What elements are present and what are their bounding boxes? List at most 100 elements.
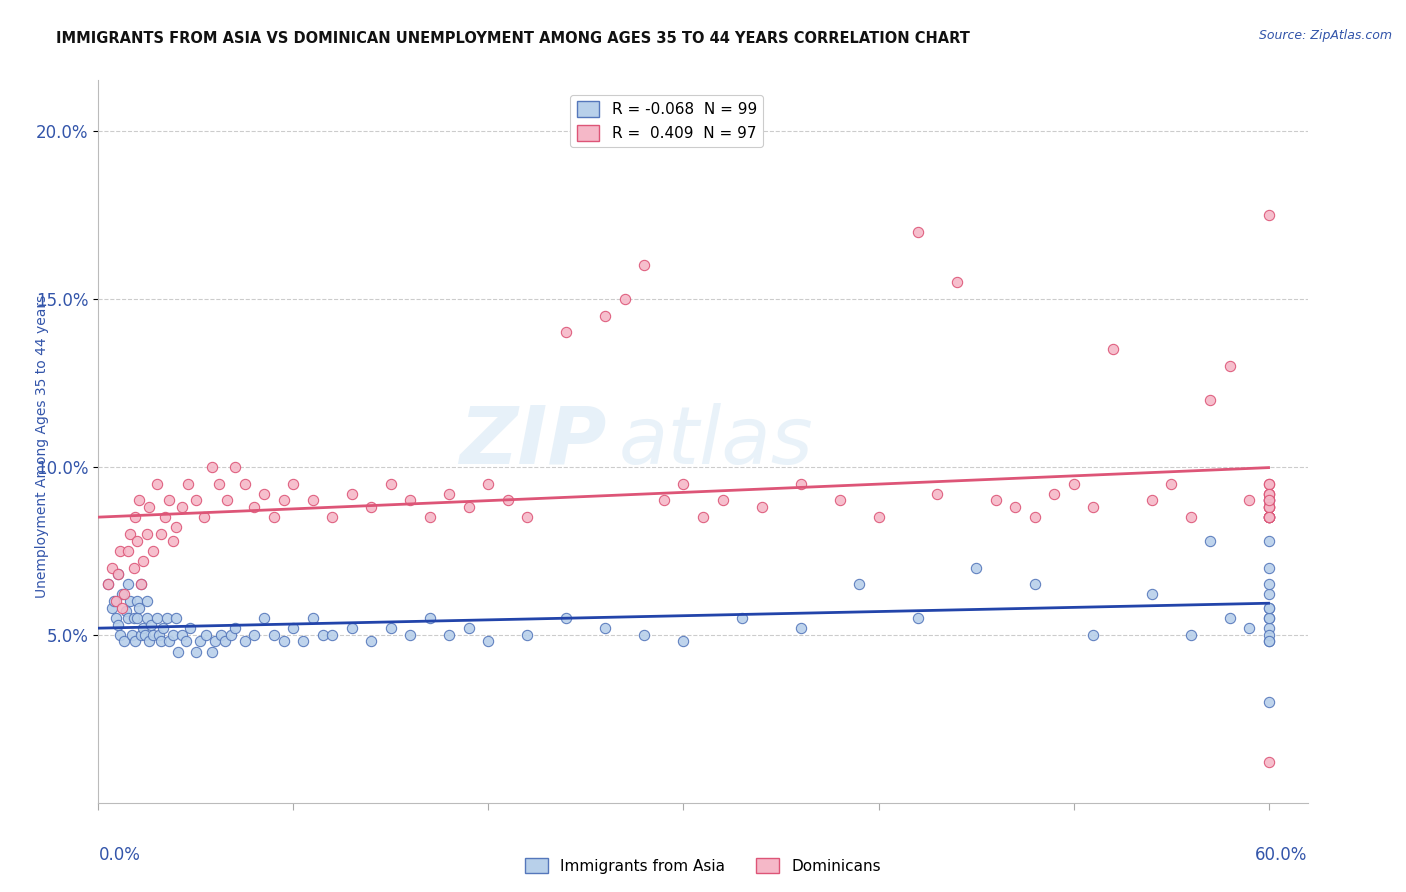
Point (162, 533, 184, 548)
Point (672, 476, 695, 491)
Point (321, 510, 343, 524)
Point (340, 621, 363, 635)
Point (146, 611, 169, 625)
Point (731, 611, 754, 625)
Point (1081, 500, 1104, 514)
Point (167, 644, 190, 658)
Point (122, 560, 145, 574)
Point (184, 644, 207, 658)
Point (633, 258, 655, 272)
Point (1237, 493, 1260, 508)
Point (1257, 476, 1279, 491)
Point (132, 554, 155, 568)
Point (194, 628, 217, 642)
Point (1257, 486, 1279, 500)
Point (142, 628, 165, 642)
Point (1140, 587, 1163, 601)
Point (172, 628, 194, 642)
Point (1257, 600, 1279, 615)
Point (165, 611, 187, 625)
Point (124, 510, 146, 524)
Point (595, 309, 617, 323)
Point (1257, 493, 1279, 508)
Point (138, 634, 160, 648)
Point (188, 634, 211, 648)
Point (789, 621, 811, 635)
Point (1257, 577, 1279, 591)
Legend: Immigrants from Asia, Dominicans: Immigrants from Asia, Dominicans (519, 852, 887, 880)
Point (711, 493, 734, 508)
Point (1257, 493, 1279, 508)
Point (1257, 510, 1279, 524)
Point (751, 500, 773, 514)
Point (243, 500, 266, 514)
Point (233, 634, 256, 648)
Point (124, 634, 146, 648)
Point (134, 628, 156, 642)
Point (117, 543, 139, 558)
Point (672, 634, 695, 648)
Point (214, 634, 236, 648)
Point (121, 628, 143, 642)
Point (439, 486, 461, 500)
Point (1257, 486, 1279, 500)
Point (340, 486, 363, 500)
Point (1257, 493, 1279, 508)
Text: 60.0%: 60.0% (1256, 847, 1308, 864)
Point (868, 510, 890, 524)
Point (97, 577, 120, 591)
Point (1257, 486, 1279, 500)
Point (925, 486, 948, 500)
Point (302, 493, 325, 508)
Point (1257, 756, 1279, 770)
Point (177, 476, 200, 491)
Point (104, 594, 127, 608)
Point (1257, 611, 1279, 625)
Point (136, 527, 159, 541)
Point (828, 493, 851, 508)
Point (179, 621, 201, 635)
Point (200, 459, 222, 474)
Point (118, 527, 141, 541)
Point (945, 275, 967, 289)
Point (200, 644, 222, 658)
Point (209, 628, 232, 642)
Point (111, 600, 134, 615)
Point (399, 628, 422, 642)
Point (165, 520, 187, 534)
Point (496, 493, 519, 508)
Point (233, 476, 256, 491)
Point (283, 621, 305, 635)
Point (1257, 476, 1279, 491)
Point (149, 634, 172, 648)
Point (127, 594, 149, 608)
Text: Source: ZipAtlas.com: Source: ZipAtlas.com (1258, 29, 1392, 42)
Point (253, 611, 276, 625)
Point (1219, 611, 1241, 625)
Point (1063, 476, 1085, 491)
Point (292, 634, 315, 648)
Point (224, 459, 246, 474)
Point (117, 611, 139, 625)
Point (193, 510, 215, 524)
Point (243, 628, 266, 642)
Point (312, 628, 335, 642)
Point (128, 600, 150, 615)
Text: IMMIGRANTS FROM ASIA VS DOMINICAN UNEMPLOYMENT AMONG AGES 35 TO 44 YEARS CORRELA: IMMIGRANTS FROM ASIA VS DOMINICAN UNEMPL… (56, 31, 970, 46)
Point (138, 500, 160, 514)
Point (419, 611, 441, 625)
Point (253, 486, 276, 500)
Point (204, 634, 226, 648)
Point (118, 594, 141, 608)
Point (149, 527, 172, 541)
Point (1257, 611, 1279, 625)
Point (1219, 359, 1241, 373)
Point (114, 604, 136, 618)
Point (101, 560, 124, 574)
Point (965, 560, 987, 574)
Point (1043, 486, 1066, 500)
Point (1257, 621, 1279, 635)
Point (101, 600, 124, 615)
Point (273, 493, 295, 508)
Point (458, 621, 481, 635)
